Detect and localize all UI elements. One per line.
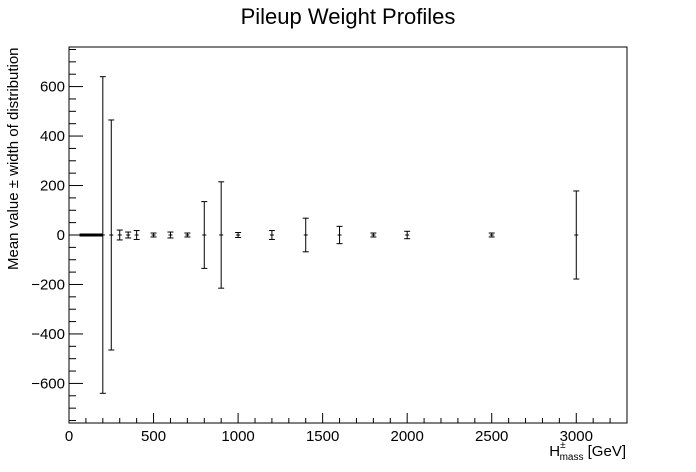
- data-point: [184, 232, 191, 238]
- data-point: [370, 232, 377, 238]
- data-point: [302, 217, 309, 253]
- data-point: [218, 181, 225, 289]
- y-axis-ticks: [69, 48, 83, 422]
- x-tick-label: 1000: [221, 428, 254, 445]
- x-axis-ticks: [68, 413, 628, 423]
- y-tick-label: 200: [40, 178, 65, 195]
- data-point: [108, 119, 115, 351]
- y-tick-label: 600: [40, 79, 65, 96]
- data-point: [488, 232, 495, 238]
- data-point: [167, 231, 174, 239]
- data-point: [404, 230, 411, 240]
- chart-title: Pileup Weight Profiles: [241, 4, 456, 29]
- data-points: [79, 76, 580, 394]
- x-axis-title: H± mass [GeV]: [549, 440, 626, 463]
- y-axis-tick-labels: −600 −400 −200 0 200 400 600: [31, 79, 65, 393]
- y-tick-label: 0: [57, 227, 65, 244]
- data-point: [336, 225, 343, 245]
- y-tick-label: 400: [40, 128, 65, 145]
- data-point: [235, 232, 242, 238]
- y-tick-label: −400: [31, 326, 65, 343]
- x-axis-tick-labels: 0 500 1000 1500 2000 2500 3000: [65, 428, 593, 445]
- data-point: [150, 232, 157, 238]
- data-point: [125, 231, 132, 239]
- x-tick-label: 2500: [475, 428, 508, 445]
- data-point: [133, 230, 140, 240]
- data-point: [201, 201, 208, 269]
- x-tick-label: 500: [141, 428, 166, 445]
- y-tick-label: −600: [31, 375, 65, 392]
- x-tick-label: 3000: [560, 428, 593, 445]
- x-tick-label: 0: [65, 428, 73, 445]
- x-tick-label: 1500: [306, 428, 339, 445]
- y-axis-title: Mean value ± width of distribution: [5, 47, 22, 270]
- data-point: [116, 229, 123, 241]
- data-point: [96, 233, 103, 237]
- data-point: [99, 76, 106, 394]
- y-tick-label: −200: [31, 276, 65, 293]
- x-tick-label: 2000: [390, 428, 423, 445]
- data-point: [573, 190, 580, 280]
- data-point: [268, 230, 275, 240]
